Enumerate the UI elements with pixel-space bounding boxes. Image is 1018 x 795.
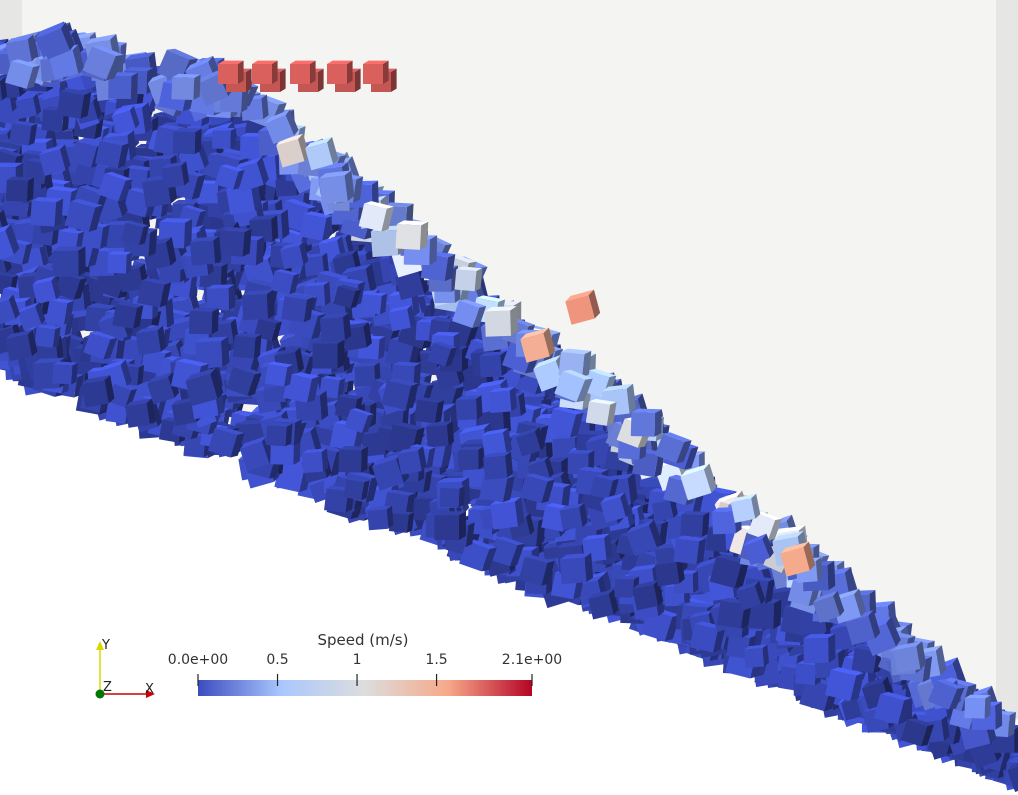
particle-cube xyxy=(559,552,594,585)
particle-cube xyxy=(190,236,222,266)
particle-cube xyxy=(135,325,167,356)
particle-cube xyxy=(395,220,429,250)
particle-cube xyxy=(434,511,466,541)
particle-cube xyxy=(489,386,517,414)
colorbar xyxy=(197,674,533,696)
particle-cube xyxy=(171,73,201,101)
axis-label-z: Z xyxy=(103,680,112,695)
particle-cube xyxy=(319,312,352,343)
particle-cube xyxy=(312,339,345,369)
particle-cube xyxy=(188,307,219,335)
particle-cube xyxy=(9,120,38,146)
particle-cube xyxy=(107,251,132,274)
particle-cube xyxy=(302,448,329,474)
particle-cube xyxy=(363,60,389,84)
colorbar-tick-label: 1 xyxy=(352,652,362,668)
particle-cube xyxy=(290,60,316,84)
particle-cube xyxy=(34,324,61,348)
particle-cube xyxy=(137,277,172,308)
particle-cube xyxy=(218,60,244,84)
particle-cube xyxy=(265,422,293,447)
axis-label-y: Y xyxy=(102,638,110,653)
colorbar-tick-label: 1.5 xyxy=(425,652,448,668)
particle-cube xyxy=(327,60,353,84)
particle-cube xyxy=(367,505,394,531)
particle-cube xyxy=(744,644,769,668)
particle-cube xyxy=(218,226,252,257)
colorbar-tick-label: 0.0e+00 xyxy=(167,652,229,668)
particle-cube xyxy=(338,445,368,473)
particle-cube xyxy=(455,395,483,421)
particle-cube xyxy=(161,161,190,189)
colorbar-tick-label: 0.5 xyxy=(266,652,289,668)
particle-cube xyxy=(630,408,662,437)
colorbar-title: Speed (m/s) xyxy=(317,631,409,649)
particle-cube xyxy=(172,127,202,155)
particle-cube xyxy=(458,446,484,470)
particle-cube xyxy=(803,633,836,664)
particle-cube xyxy=(490,496,525,530)
particle-cube xyxy=(319,170,355,205)
particle-cube xyxy=(680,510,710,537)
particle-cube xyxy=(112,301,144,329)
particle-cube xyxy=(454,266,483,292)
particle-cube xyxy=(252,60,278,84)
particle-cube xyxy=(5,176,34,202)
particle-cube xyxy=(483,451,513,480)
particle-cube xyxy=(52,361,78,385)
particle-cube xyxy=(52,246,86,277)
colorbar-gradient xyxy=(198,680,532,696)
particle-cube xyxy=(299,211,334,241)
particle-cube xyxy=(439,484,465,508)
particle-cube xyxy=(426,421,455,448)
axis-label-x: X xyxy=(145,682,154,697)
particle-cube xyxy=(30,197,64,227)
particle-cube xyxy=(361,291,388,315)
particle-cube xyxy=(212,127,236,150)
right-wall xyxy=(996,0,1018,720)
particle-cube xyxy=(484,306,518,337)
particle-cube xyxy=(56,88,92,119)
colorbar-tick-label: 2.1e+00 xyxy=(501,652,563,668)
particle-cube xyxy=(241,289,275,321)
particle-cube xyxy=(281,293,314,323)
particle-cube xyxy=(232,332,262,359)
orientation-axes xyxy=(95,641,155,699)
particle-cube xyxy=(964,694,991,719)
particle-cube xyxy=(264,361,294,387)
particle-cube xyxy=(206,284,236,311)
particle-cube xyxy=(585,398,617,426)
particle-cube xyxy=(673,535,706,565)
particle-cube xyxy=(343,477,370,501)
particle-cube xyxy=(414,397,445,424)
